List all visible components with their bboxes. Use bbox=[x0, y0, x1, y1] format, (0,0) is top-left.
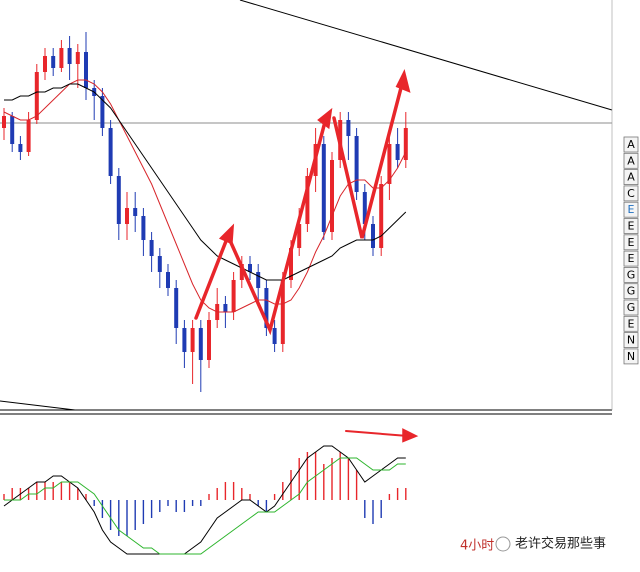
arrow bbox=[194, 234, 230, 320]
tab bbox=[623, 250, 639, 267]
candle-body bbox=[174, 288, 179, 328]
trend-line bbox=[239, 0, 613, 111]
tab bbox=[623, 348, 639, 365]
tab bbox=[623, 152, 639, 169]
candle-body bbox=[141, 216, 146, 240]
candle-body bbox=[157, 256, 162, 272]
tab-label: N bbox=[627, 350, 635, 363]
tab-label: G bbox=[627, 301, 636, 314]
indicator-line bbox=[4, 457, 406, 555]
arrow bbox=[332, 82, 404, 239]
candle-body bbox=[272, 328, 277, 344]
tab bbox=[623, 266, 639, 283]
tab bbox=[623, 185, 639, 202]
candle-body bbox=[256, 272, 261, 288]
candle-body bbox=[330, 160, 334, 232]
watermark-icon bbox=[495, 536, 511, 552]
candle-body bbox=[190, 328, 195, 352]
candle-body bbox=[280, 280, 285, 344]
candle-body bbox=[84, 52, 88, 88]
arrow-head bbox=[218, 223, 235, 245]
candle-body bbox=[297, 224, 302, 248]
candle-body bbox=[100, 96, 105, 128]
candle-body bbox=[231, 280, 236, 312]
tab-label: G bbox=[627, 268, 636, 281]
tab-label: E bbox=[628, 203, 635, 216]
tab bbox=[623, 283, 639, 300]
candle-body bbox=[387, 144, 392, 184]
watermark-timeframe: 4小时 bbox=[460, 539, 494, 554]
tab bbox=[623, 332, 639, 349]
candle-body bbox=[116, 176, 121, 224]
arrow-head bbox=[317, 107, 333, 130]
indicator-line bbox=[3, 79, 407, 313]
candle-body bbox=[403, 128, 408, 160]
tab bbox=[623, 315, 639, 332]
tab-label: N bbox=[627, 334, 635, 347]
candle-body bbox=[75, 52, 80, 64]
tab-label: E bbox=[628, 236, 635, 249]
candle-body bbox=[59, 48, 64, 68]
candle-body bbox=[379, 184, 384, 248]
tab-label: E bbox=[628, 317, 635, 330]
candle-body bbox=[133, 208, 138, 216]
candle-body bbox=[43, 56, 47, 72]
indicator-line bbox=[3, 445, 406, 555]
tab bbox=[623, 299, 639, 316]
candle-body bbox=[289, 248, 293, 280]
tab bbox=[623, 234, 639, 251]
tab-label: G bbox=[627, 285, 636, 298]
tab-label: E bbox=[628, 220, 635, 233]
candle-body bbox=[207, 320, 211, 360]
candle-body bbox=[395, 144, 400, 160]
candle-body bbox=[371, 224, 375, 248]
candle-body bbox=[321, 144, 326, 232]
tab-label: C bbox=[627, 187, 635, 200]
candle-body bbox=[166, 272, 170, 288]
candle-body bbox=[34, 72, 39, 120]
candle-body bbox=[305, 176, 310, 224]
candle-body bbox=[264, 288, 269, 328]
tab bbox=[623, 136, 639, 153]
arrow-head bbox=[395, 68, 411, 93]
tab bbox=[623, 218, 639, 234]
candle-body bbox=[223, 304, 228, 312]
indicator-line bbox=[4, 83, 407, 281]
candle-body bbox=[26, 120, 31, 152]
annotation-arrows bbox=[194, 68, 419, 443]
tab-label: A bbox=[627, 154, 635, 167]
candle-body bbox=[198, 328, 203, 360]
arrow bbox=[226, 116, 328, 336]
candle-body bbox=[248, 264, 252, 272]
tab bbox=[623, 169, 639, 186]
macd-pane bbox=[3, 445, 407, 555]
candle-body bbox=[362, 192, 367, 224]
tab-label: E bbox=[628, 252, 635, 265]
arrow bbox=[345, 430, 409, 437]
watermark: 老许交易那些事 bbox=[515, 536, 606, 552]
candle-body bbox=[18, 144, 23, 152]
candle-body bbox=[10, 116, 15, 144]
candle-body bbox=[182, 328, 187, 352]
candle-body bbox=[2, 116, 6, 128]
price-pane bbox=[2, 32, 408, 392]
candle-body bbox=[51, 56, 56, 68]
candle-body bbox=[346, 120, 351, 136]
candle-body bbox=[125, 208, 129, 224]
candle-body bbox=[108, 128, 113, 176]
tab-label: A bbox=[627, 171, 635, 184]
candle-body bbox=[149, 240, 154, 256]
tab-label: A bbox=[627, 138, 635, 151]
candle-body bbox=[239, 264, 244, 280]
tab bbox=[623, 201, 639, 218]
trend-line bbox=[0, 400, 76, 411]
candle-body bbox=[354, 136, 359, 192]
candle-body bbox=[67, 48, 72, 64]
arrow-head bbox=[402, 428, 419, 443]
